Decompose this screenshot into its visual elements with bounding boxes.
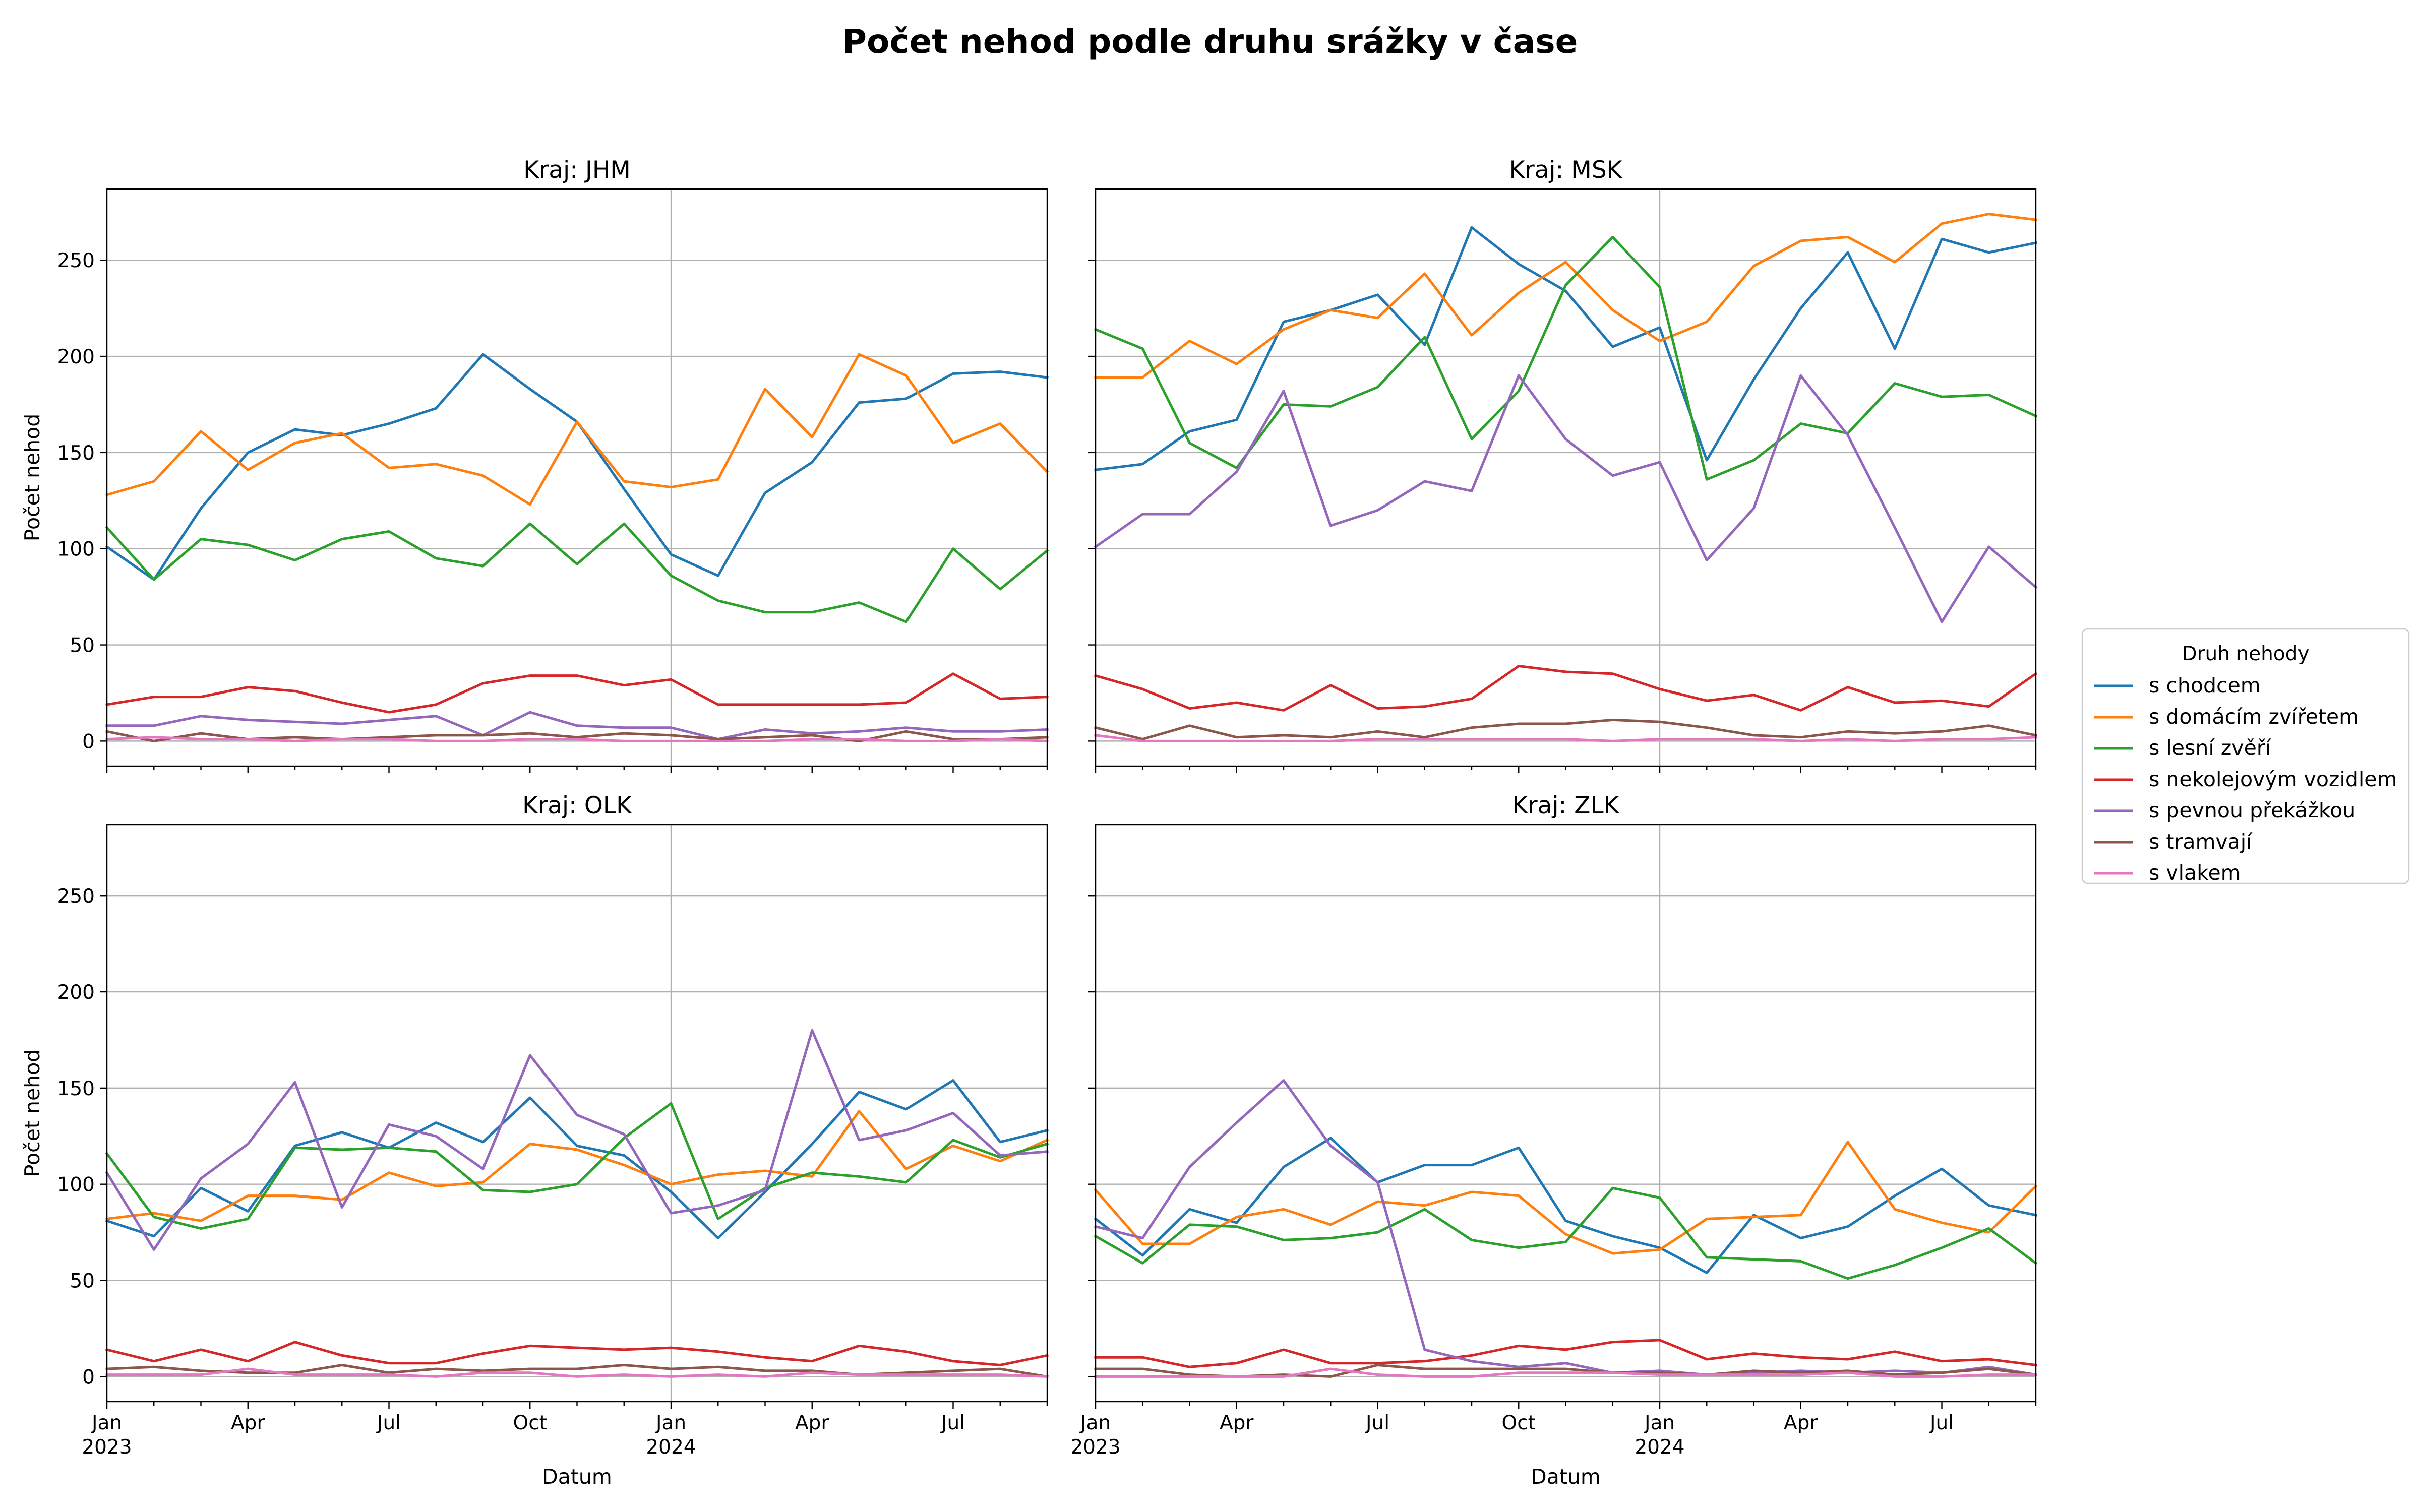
legend-label: s nekolejovým vozidlem: [2149, 767, 2397, 791]
series-line-s-nekolejovym-vozidlem: [105, 1341, 1049, 1366]
y-tick-label: 50: [70, 1270, 95, 1293]
series-line-s-tramvaji: [105, 1364, 1049, 1378]
series-line-s-nekolejovym-vozidlem: [105, 672, 1049, 714]
x-tick-label: Apr: [1784, 1412, 1818, 1434]
legend-label: s tramvají: [2149, 830, 2253, 854]
legend-label: s vlakem: [2149, 861, 2241, 885]
x-tick-label: Oct: [513, 1412, 547, 1434]
panel-kraj-jhm: Kraj: JHM 0 50 100 150 200 250 Počet nehod: [20, 156, 1049, 773]
x-tick-label: Jan: [654, 1412, 686, 1434]
y-tick-label: 50: [70, 635, 95, 657]
series-line-s-pevnou-prekazkou: [105, 1029, 1049, 1251]
x-tick-label: Apr: [795, 1412, 829, 1434]
x-tick-year-label: 2024: [646, 1436, 696, 1459]
legend: Druh nehody s chodcem s domácím zvířetem s …: [2081, 628, 2410, 885]
x-tick-label: Jul: [376, 1412, 401, 1434]
y-tick-label: 250: [57, 885, 95, 908]
legend-label: s domácím zvířetem: [2149, 705, 2359, 729]
legend-label: s chodcem: [2149, 673, 2261, 698]
legend-item-s-pevnou-prekazkou: s pevnou překážkou: [2094, 798, 2355, 823]
x-tick-label: Jul: [1928, 1412, 1954, 1434]
x-tick-label: Jan: [90, 1412, 122, 1434]
series-line-s-tramvaji: [105, 730, 1049, 742]
axes-frame: [1095, 188, 2037, 767]
series-line-s-vlakem: [105, 1367, 1049, 1378]
series-line-s-lesni-zveri: [1094, 235, 2038, 481]
axes-frame: [106, 188, 1048, 767]
series-line-s-nekolejovym-vozidlem: [1094, 1339, 2037, 1368]
series-line-s-tramvaji: [1094, 718, 2037, 741]
series-line-s-domacim-zviretem: [1094, 1141, 2038, 1255]
y-tick-label: 150: [57, 442, 95, 465]
legend-item-s-nekolejovym-vozidlem: s nekolejovým vozidlem: [2094, 767, 2397, 791]
series-line-s-pevnou-prekazkou: [1094, 1079, 2037, 1376]
x-tick-label: Apr: [1220, 1412, 1254, 1434]
y-tick-label: 200: [57, 346, 95, 368]
x-tick-label: Jul: [940, 1412, 965, 1434]
series-line-s-vlakem: [1094, 1367, 2037, 1378]
series-line-s-lesni-zveri: [1094, 1186, 2038, 1280]
series-line-s-domacim-zviretem: [105, 353, 1049, 506]
series-line-s-vlakem: [1094, 734, 2037, 742]
y-tick-label: 250: [57, 249, 95, 272]
series-line-s-chodcem: [1094, 226, 2037, 471]
series-line-s-lesni-zveri: [105, 522, 1049, 623]
y-tick-label: 0: [82, 730, 95, 753]
series-line-s-lesni-zveri: [105, 1102, 1049, 1230]
legend-item-s-tramvaji: s tramvají: [2094, 830, 2253, 854]
y-axis-label: Počet nehod: [20, 414, 44, 542]
y-tick-label: 100: [57, 538, 95, 561]
panel-kraj-msk: Kraj: MSK: [1088, 156, 2038, 773]
y-tick-label: 150: [57, 1078, 95, 1100]
panel-title: Kraj: OLK: [522, 792, 632, 820]
x-axis-label: Datum: [1531, 1465, 1601, 1489]
y-tick-label: 200: [57, 981, 95, 1004]
legend-item-s-chodcem: s chodcem: [2094, 673, 2261, 698]
y-axis-label: Počet nehod: [20, 1049, 44, 1177]
x-tick-label: Jan: [1079, 1412, 1111, 1434]
figure-title: Počet nehod podle druhu srážky v čase: [842, 22, 1578, 61]
x-tick-year-label: 2023: [1070, 1436, 1120, 1459]
panel-title: Kraj: MSK: [1509, 156, 1623, 184]
x-axis-label: Datum: [542, 1465, 612, 1489]
series-line-s-domacim-zviretem: [105, 1110, 1049, 1222]
x-tick-label: Jan: [1643, 1412, 1675, 1434]
legend-label: s pevnou překážkou: [2149, 798, 2355, 823]
legend-label: s lesní zvěří: [2149, 736, 2272, 760]
y-tick-label: 100: [57, 1174, 95, 1196]
legend-box: [2081, 628, 2410, 884]
series-line-s-vlakem: [105, 736, 1049, 742]
series-line-s-chodcem: [105, 1079, 1049, 1240]
x-tick-year-label: 2024: [1635, 1436, 1684, 1459]
x-tick-label: Jul: [1364, 1412, 1389, 1434]
series-line-s-pevnou-prekazkou: [1094, 374, 2038, 623]
x-tick-label: Apr: [231, 1412, 265, 1434]
y-tick-label: 0: [82, 1366, 95, 1389]
x-tick-label: Oct: [1502, 1412, 1536, 1434]
axes-frame: [1095, 824, 2037, 1403]
series-line-s-pevnou-prekazkou: [105, 711, 1049, 741]
legend-item-s-lesni-zveri: s lesní zvěří: [2094, 736, 2272, 760]
legend-item-s-domacim-zviretem: s domácím zvířetem: [2094, 705, 2359, 729]
legend-item-s-vlakem: s vlakem: [2094, 861, 2241, 885]
series-line-s-nekolejovym-vozidlem: [1094, 665, 2038, 712]
series-line-s-chodcem: [1094, 1137, 2037, 1274]
legend-title: Druh nehody: [2182, 643, 2309, 665]
panel-title: Kraj: JHM: [523, 156, 631, 184]
panel-title: Kraj: ZLK: [1512, 792, 1620, 820]
x-tick-year-label: 2023: [82, 1436, 132, 1459]
series-line-s-domacim-zviretem: [1094, 213, 2037, 379]
